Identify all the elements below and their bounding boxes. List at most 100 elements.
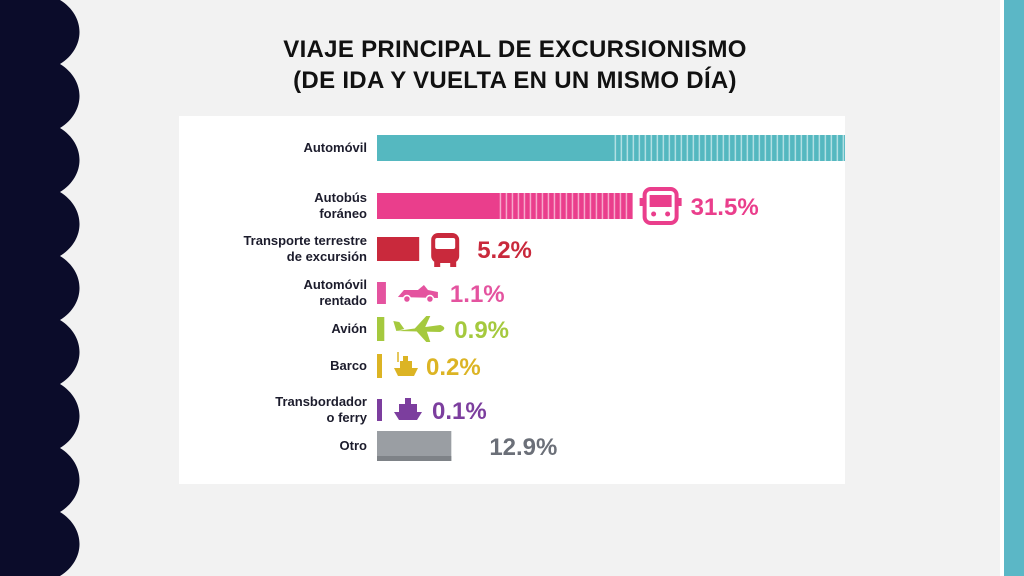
ferry-icon (394, 398, 422, 420)
value-label: 0.2% (426, 354, 481, 381)
bar-shadow (377, 456, 452, 461)
category-label: Avión (331, 321, 367, 336)
left-wavy-decoration (0, 0, 80, 576)
category-label-line: Barco (330, 358, 367, 373)
bar-stripe (770, 135, 773, 161)
bus-icon (639, 187, 682, 225)
value-label: 1.1% (450, 281, 505, 308)
bar-stripe (842, 135, 845, 161)
bar-row: Autobús foráneo 31.5% (314, 187, 759, 225)
bar-stripe (625, 193, 628, 219)
bar-stripe (692, 135, 695, 161)
bar-stripe (776, 135, 779, 161)
bar-stripe (836, 135, 839, 161)
slide-title: VIAJE PRINCIPAL DE EXCURSIONISMO (DE IDA… (170, 34, 860, 96)
category-label-line: Automóvil (303, 140, 367, 155)
bar-row: Barco 0.2% (330, 352, 481, 381)
bar-stripe (740, 135, 743, 161)
bar-stripe (680, 135, 683, 161)
value-label: 12.9% (489, 434, 557, 461)
bar-stripe (577, 193, 580, 219)
category-label: Automóvil (303, 140, 367, 155)
bar-stripe (535, 193, 538, 219)
bar-stripe (529, 193, 532, 219)
bar-stripe (511, 193, 514, 219)
bar-stripe (505, 193, 508, 219)
category-label: Transbordador o ferry (275, 394, 368, 425)
bar-stripe (547, 193, 550, 219)
bar-stripe (601, 193, 604, 219)
category-label-line: Transbordador (275, 394, 367, 409)
title-line-1: VIAJE PRINCIPAL DE EXCURSIONISMO (283, 36, 747, 63)
bar-stripe (806, 135, 809, 161)
bar-stripe (782, 135, 785, 161)
category-label: Autobús foráneo (314, 190, 367, 221)
bar-row: Transbordador o ferry 0.1% (275, 394, 486, 425)
bar-stripe (794, 135, 797, 161)
bar (377, 317, 385, 341)
category-label-line: rentado (319, 293, 367, 308)
category-label: Barco (330, 358, 367, 373)
bar-stripe (619, 193, 622, 219)
bar-stripe (541, 193, 544, 219)
category-label-line: Autobús (314, 190, 367, 205)
value-label: 0.9% (454, 317, 509, 344)
bar-stripe (704, 135, 707, 161)
bar-stripe (517, 193, 520, 219)
bar (377, 354, 382, 378)
bar-stripe (644, 135, 647, 161)
bar-stripe (656, 135, 659, 161)
bar-stripe (620, 135, 623, 161)
category-label-line: Automóvil (303, 277, 367, 292)
bar-stripe (595, 193, 598, 219)
bar-stripe (812, 135, 815, 161)
category-label: Otro (340, 438, 368, 453)
bar-row: Automóvil rentado 1.1% (303, 277, 504, 308)
bar-stripe (716, 135, 719, 161)
bar-stripe (650, 135, 653, 161)
bar-stripe (758, 135, 761, 161)
bar-stripe (818, 135, 821, 161)
bar-row: Automóvil61.0% (303, 135, 845, 161)
category-label-line: Transporte terrestre (243, 233, 367, 248)
category-label-line: Avión (331, 321, 367, 336)
bar-stripe (752, 135, 755, 161)
bar-stripe (589, 193, 592, 219)
bar-stripe (800, 135, 803, 161)
bar-stripe (626, 135, 629, 161)
bar-stripe (583, 193, 586, 219)
right-accent-stripe (1000, 0, 1024, 576)
bar-stripe (788, 135, 791, 161)
bar (377, 135, 845, 161)
bar-stripe (614, 135, 617, 161)
airplane-icon (393, 316, 445, 342)
bar-row: Avión 0.9% (331, 316, 509, 344)
bar-stripe (668, 135, 671, 161)
value-label: 5.2% (477, 237, 532, 264)
ship-icon (394, 352, 418, 376)
bar-stripe (764, 135, 767, 161)
bar-stripe (746, 135, 749, 161)
category-label: Transporte terrestre de excursión (243, 233, 367, 264)
category-label-line: o ferry (327, 410, 368, 425)
bar-stripe (523, 193, 526, 219)
bar-stripe (565, 193, 568, 219)
bar-stripe (728, 135, 731, 161)
excursion-bus-icon (431, 233, 460, 267)
bar-stripe (613, 193, 616, 219)
bar-stripe (734, 135, 737, 161)
value-label: 31.5% (691, 194, 759, 221)
bar-stripe (571, 193, 574, 219)
bar-stripe (632, 135, 635, 161)
bar-stripe (698, 135, 701, 161)
bar-stripe (638, 135, 641, 161)
category-label-line: Otro (340, 438, 368, 453)
bar (377, 399, 382, 421)
bar-stripe (559, 193, 562, 219)
bar (377, 193, 633, 219)
category-label: Automóvil rentado (303, 277, 367, 308)
convertible-car-icon (397, 285, 438, 304)
bar-stripe (553, 193, 556, 219)
